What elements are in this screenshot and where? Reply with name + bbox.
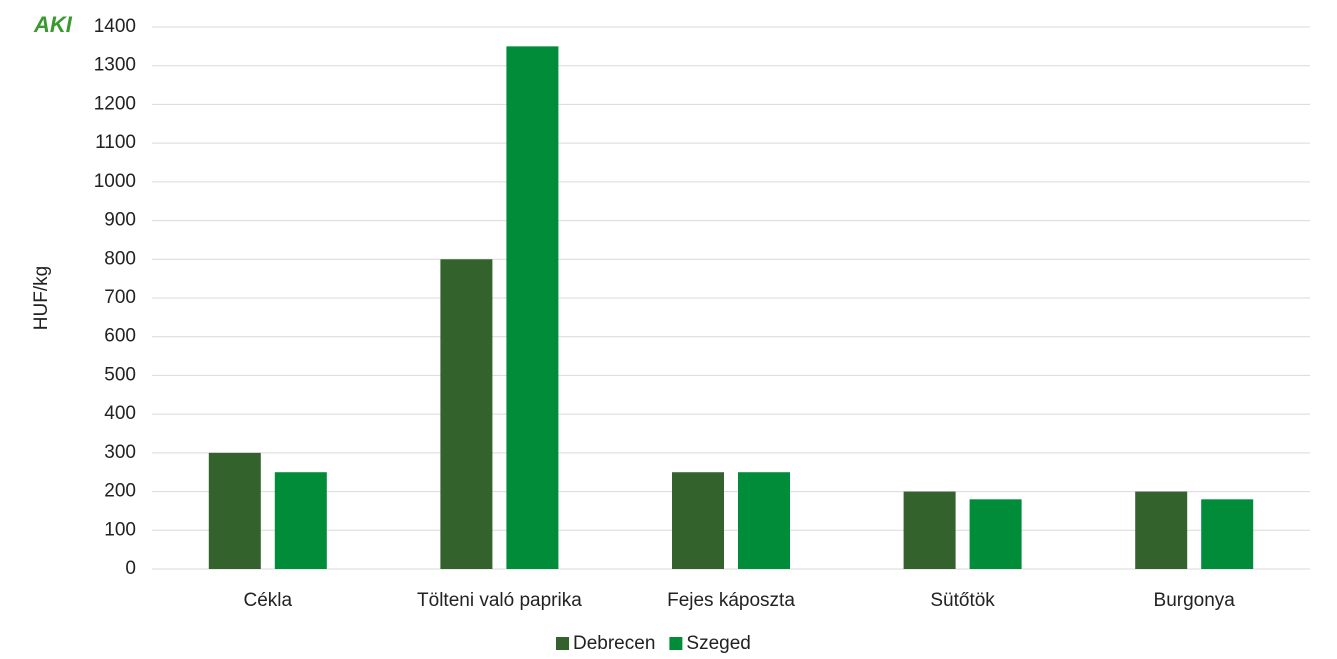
legend-swatch bbox=[556, 637, 569, 650]
y-tick-label: 0 bbox=[125, 558, 136, 579]
y-tick-label: 1400 bbox=[94, 16, 136, 37]
bar bbox=[208, 452, 261, 569]
bar bbox=[506, 46, 559, 570]
bar bbox=[440, 259, 493, 569]
bar bbox=[274, 472, 327, 569]
y-tick-label: 800 bbox=[104, 248, 136, 269]
bar bbox=[903, 491, 956, 569]
bar bbox=[969, 499, 1022, 569]
y-tick-label: 600 bbox=[104, 326, 136, 347]
legend-label: Szeged bbox=[686, 633, 750, 654]
x-tick-label: Cékla bbox=[244, 590, 293, 611]
y-tick-label: 400 bbox=[104, 403, 136, 424]
y-tick-label: 900 bbox=[104, 210, 136, 231]
legend-label: Debrecen bbox=[573, 633, 655, 654]
y-tick-label: 1100 bbox=[95, 132, 136, 153]
x-tick-label: Fejes káposzta bbox=[667, 590, 795, 611]
y-tick-label: 100 bbox=[104, 519, 136, 540]
bar bbox=[1135, 491, 1188, 569]
x-tick-label: Sütőtök bbox=[930, 590, 995, 611]
x-tick-label: Tölteni való paprika bbox=[417, 590, 582, 611]
y-tick-label: 1200 bbox=[94, 93, 136, 114]
bar bbox=[1201, 499, 1254, 569]
x-tick-label: Burgonya bbox=[1154, 590, 1236, 611]
y-axis-label: HUF/kg bbox=[31, 266, 52, 330]
y-tick-label: 1300 bbox=[94, 55, 136, 76]
y-tick-label: 300 bbox=[104, 442, 136, 463]
y-tick-label: 700 bbox=[104, 287, 136, 308]
y-tick-label: 500 bbox=[104, 364, 136, 385]
logo: AKI bbox=[33, 12, 73, 37]
y-tick-label: 200 bbox=[104, 481, 136, 502]
bar bbox=[672, 472, 724, 569]
legend-swatch bbox=[669, 637, 683, 650]
y-tick-label: 1000 bbox=[94, 171, 136, 192]
bar bbox=[738, 472, 790, 569]
